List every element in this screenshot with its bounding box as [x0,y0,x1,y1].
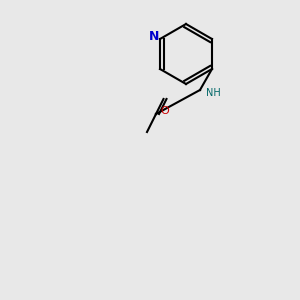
Text: O: O [160,106,169,116]
Text: N: N [149,29,159,43]
Text: NH: NH [206,88,221,98]
